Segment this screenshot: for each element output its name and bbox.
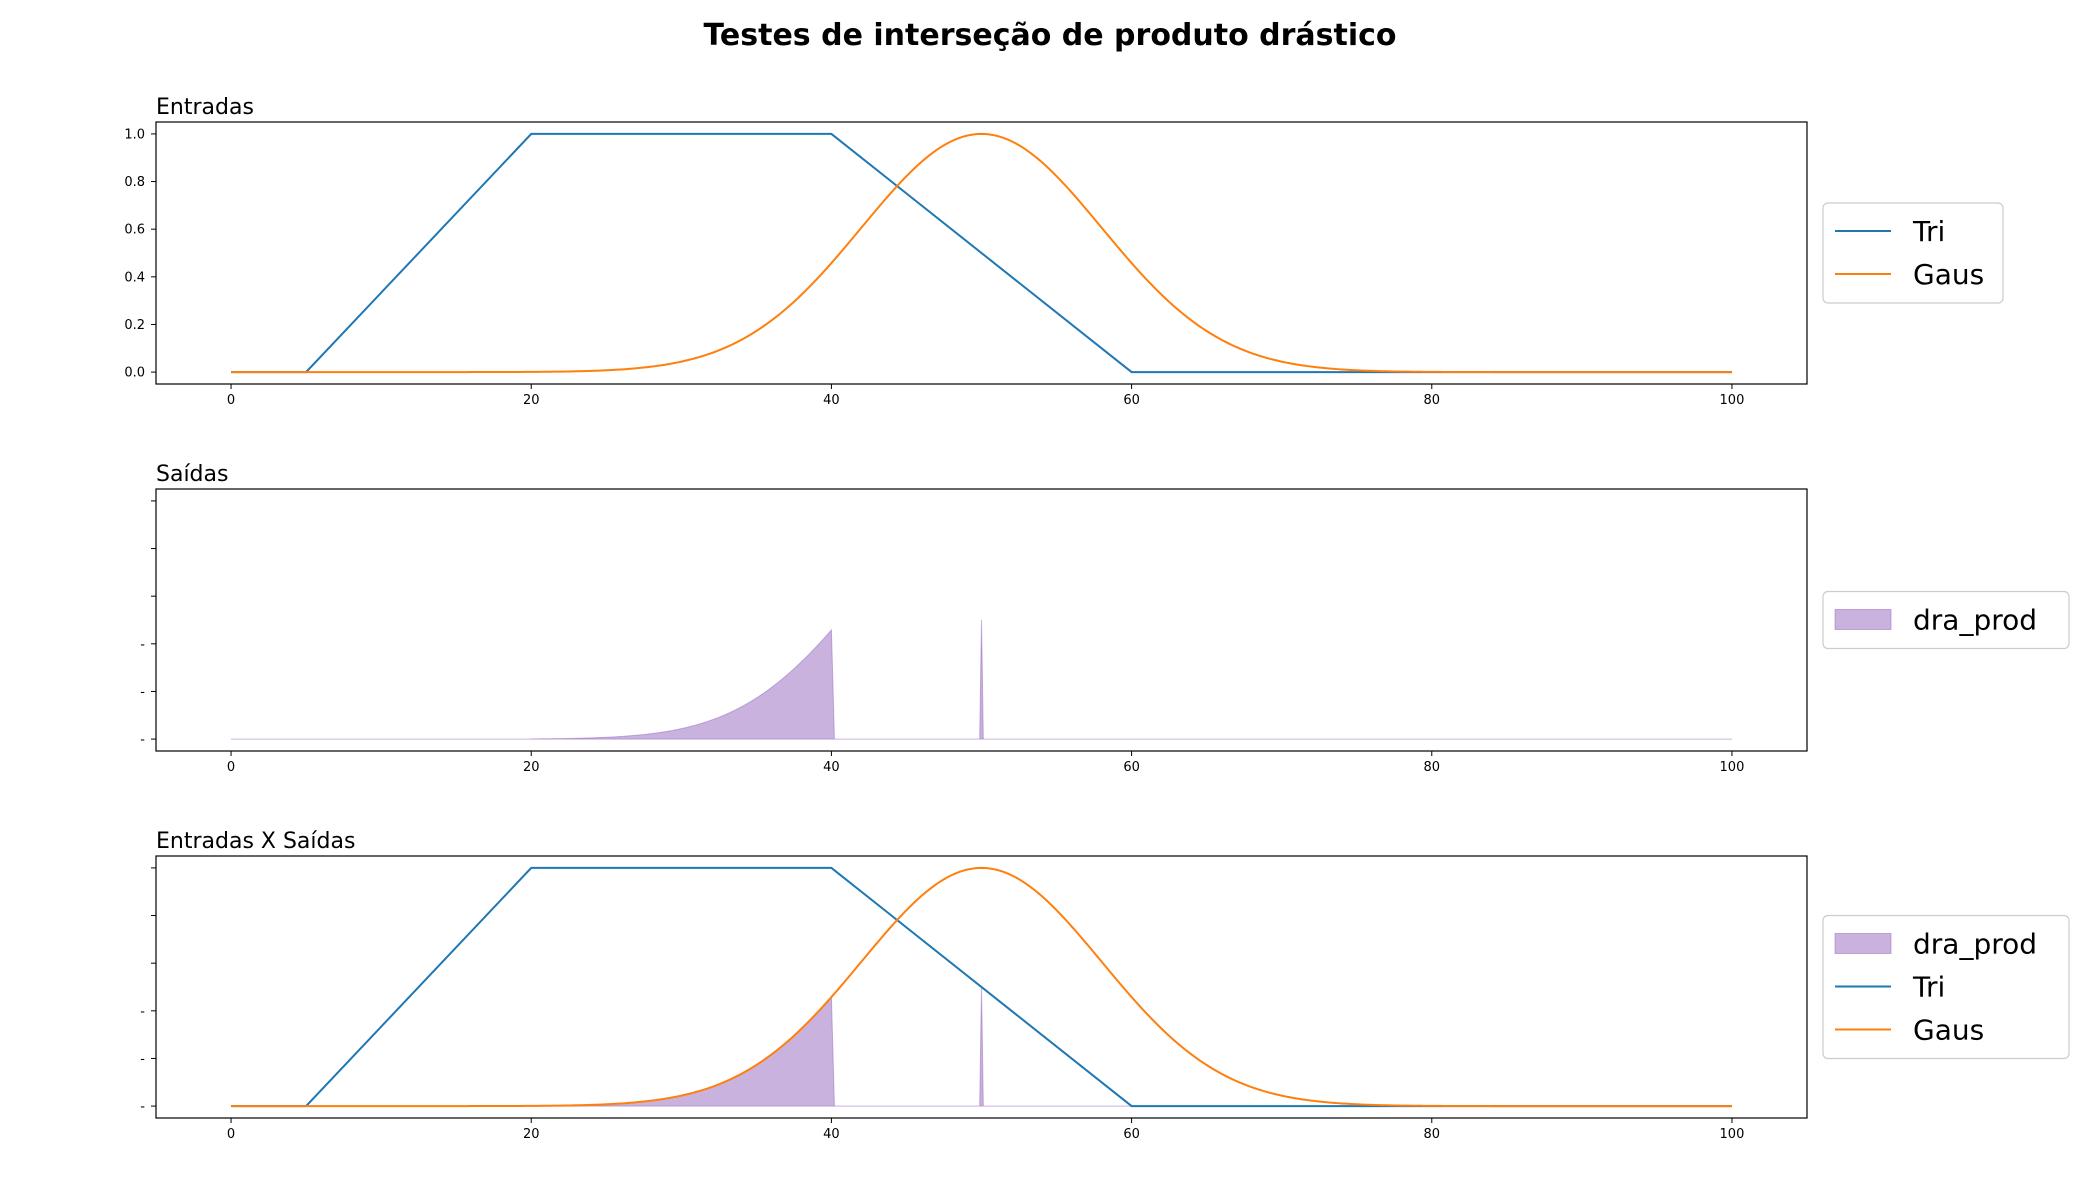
x-tick-label: 0 bbox=[227, 760, 235, 775]
y-tick-label: - bbox=[140, 733, 145, 748]
legend-swatch-dra_prod bbox=[1834, 933, 1892, 954]
axes-frame bbox=[155, 121, 1808, 385]
y-tick-label: - bbox=[140, 1004, 145, 1019]
series-line-Gaus bbox=[231, 866, 1732, 1108]
x-tick-label: 40 bbox=[823, 760, 840, 775]
x-tick-label: 60 bbox=[1123, 1127, 1140, 1142]
figure-title: Testes de interseção de produto drástico bbox=[703, 18, 1397, 53]
subplot-1: Entradas 0 20 40 60 80 100 0.0 0.2 0.4 0.6 0.8 1.0 Tr… bbox=[124, 95, 2004, 408]
x-tick-label: 80 bbox=[1423, 1127, 1440, 1142]
y-tick-label: 0.8 bbox=[124, 175, 145, 190]
subplot-title: Entradas X Saídas bbox=[156, 829, 355, 854]
legend: Tri Gaus bbox=[1822, 202, 2004, 304]
x-tick-label: 100 bbox=[1720, 393, 1745, 408]
subplot-3: Entradas X Saídas 0 20 40 60 80 100 - - - dra_prod… bbox=[140, 829, 2070, 1142]
subplot-2: Saídas 0 20 40 60 80 100 - - - dra_prod bbox=[140, 462, 2070, 775]
series-area-dra_prod bbox=[231, 986, 1732, 1107]
series-line-Tri bbox=[231, 132, 1732, 374]
legend-label-Tri: Tri bbox=[1912, 215, 1945, 248]
axes-frame bbox=[155, 855, 1808, 1119]
x-tick-label: 80 bbox=[1423, 393, 1440, 408]
legend-frame bbox=[1822, 590, 2070, 650]
x-tick-label: 0 bbox=[227, 1127, 235, 1142]
subplot-title: Saídas bbox=[156, 462, 228, 487]
y-tick-label: - bbox=[140, 685, 145, 700]
legend-label-Gaus: Gaus bbox=[1913, 258, 1984, 291]
axes-frame bbox=[155, 488, 1808, 752]
y-tick-label: 0.2 bbox=[124, 318, 145, 333]
legend-label-Tri: Tri bbox=[1912, 971, 1945, 1004]
x-tick-label: 80 bbox=[1423, 760, 1440, 775]
legend: dra_prod bbox=[1822, 590, 2070, 650]
x-tick-label: 40 bbox=[823, 393, 840, 408]
x-tick-label: 100 bbox=[1720, 760, 1745, 775]
legend-label-Gaus: Gaus bbox=[1913, 1014, 1984, 1047]
y-tick-label: 0.6 bbox=[124, 223, 145, 238]
y-tick-label: 0.0 bbox=[124, 366, 145, 381]
x-tick-label: 20 bbox=[523, 1127, 540, 1142]
legend-frame bbox=[1822, 202, 2004, 304]
legend: dra_prod Tri Gaus bbox=[1822, 914, 2070, 1060]
legend-label-dra_prod: dra_prod bbox=[1913, 928, 2037, 961]
x-tick-label: 40 bbox=[823, 1127, 840, 1142]
x-tick-label: 60 bbox=[1123, 760, 1140, 775]
x-tick-label: 20 bbox=[523, 393, 540, 408]
legend-label-dra_prod: dra_prod bbox=[1913, 604, 2037, 637]
subplot-title: Entradas bbox=[156, 95, 254, 120]
y-tick-label: 0.4 bbox=[124, 270, 145, 285]
series-line-Gaus bbox=[231, 132, 1732, 374]
x-tick-label: 60 bbox=[1123, 393, 1140, 408]
series-area-dra_prod bbox=[230, 619, 1733, 740]
y-tick-label: - bbox=[140, 1100, 145, 1115]
y-tick-label: - bbox=[140, 1052, 145, 1067]
legend-swatch-dra_prod bbox=[1834, 609, 1892, 630]
x-tick-label: 20 bbox=[523, 760, 540, 775]
y-tick-label: 1.0 bbox=[124, 127, 145, 142]
y-tick-label: - bbox=[140, 637, 145, 652]
x-tick-label: 100 bbox=[1720, 1127, 1745, 1142]
x-tick-label: 0 bbox=[227, 393, 235, 408]
